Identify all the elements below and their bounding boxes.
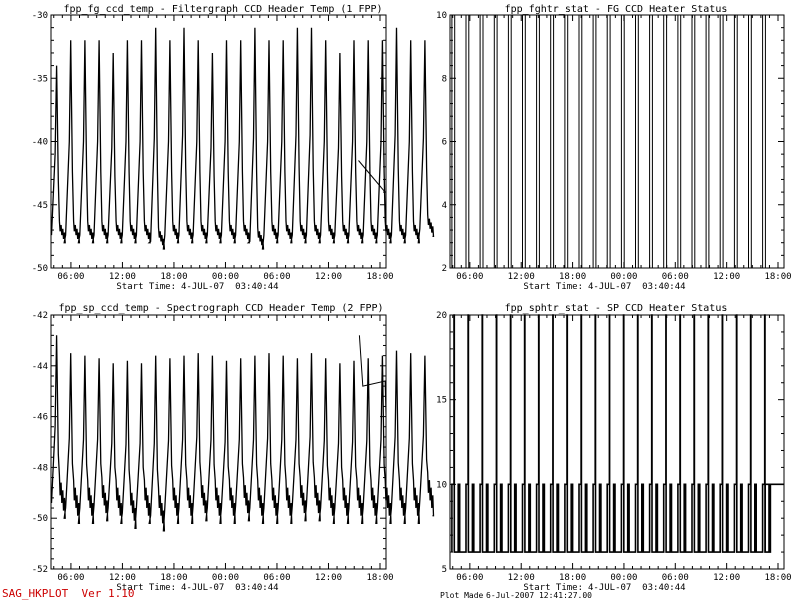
heater-status-trace	[451, 14, 766, 269]
chart-panel-fg-heater-status: fpp_fghtr_stat - FG CCD Heater Status St…	[436, 4, 791, 292]
x-tick-label: 18:00	[160, 272, 187, 282]
x-tick-label: 06:00	[57, 573, 84, 583]
y-tick-label: -40	[32, 138, 48, 148]
y-tick-label: -50	[32, 514, 48, 524]
y-tick-label: 20	[436, 311, 447, 321]
x-tick-label: 18:00	[559, 272, 586, 282]
plot-frame	[50, 314, 387, 570]
y-tick-label: 2	[442, 264, 447, 274]
chart-title: fpp_sp_ccd_temp - Spectrograph CCD Heade…	[58, 303, 383, 314]
y-tick-label: 10	[436, 11, 447, 21]
start-time-label: Start Time:	[116, 282, 176, 292]
start-time-label: Start Time:	[116, 583, 176, 593]
chart-title: fpp_fg_ccd_temp - Filtergraph CCD Header…	[63, 4, 382, 15]
y-tick-label: 5	[442, 565, 447, 575]
y-tick-label: -52	[32, 565, 48, 575]
x-tick-label: 00:00	[610, 272, 637, 282]
x-tick-label: 06:00	[263, 573, 290, 583]
heater-status-trace	[451, 314, 784, 553]
chart-panel-fg-ccd-temp: fpp_fg_ccd_temp - Filtergraph CCD Header…	[32, 4, 435, 292]
x-tick-label: 12:00	[109, 272, 136, 282]
start-time-label: Start Time:	[523, 282, 583, 292]
y-tick-label: -45	[32, 201, 48, 211]
start-time-label: Start Time:	[523, 583, 583, 593]
x-tick-label: 12:00	[508, 573, 535, 583]
x-tick-label: 18:00	[764, 573, 791, 583]
x-tick-label: 12:00	[713, 573, 740, 583]
y-tick-label: -50	[32, 264, 48, 274]
temperature-tail-segment	[358, 160, 386, 193]
x-tick-label: 18:00	[559, 573, 586, 583]
x-tick-label: 00:00	[212, 272, 239, 282]
chart-panel-sp-heater-status: fpp_sphtr_stat - SP CCD Heater Status St…	[436, 303, 791, 593]
x-tick-label: 18:00	[366, 573, 393, 583]
y-tick-label: -30	[32, 11, 48, 21]
y-tick-label: 8	[442, 74, 447, 84]
x-tick-label: 12:00	[713, 272, 740, 282]
x-tick-label: 00:00	[610, 573, 637, 583]
chart-title: fpp_sphtr_stat - SP CCD Heater Status	[505, 303, 728, 314]
y-tick-label: 6	[442, 138, 447, 148]
y-tick-label: -48	[32, 463, 48, 473]
x-tick-label: 12:00	[315, 573, 342, 583]
start-time-value: 4-JUL-07 03:40:44	[181, 282, 279, 292]
chart-title: fpp_fghtr_stat - FG CCD Heater Status	[505, 4, 728, 15]
x-tick-label: 06:00	[662, 573, 689, 583]
x-tick-label: 18:00	[366, 272, 393, 282]
temperature-tail-segment	[358, 335, 387, 417]
y-tick-label: 4	[442, 201, 447, 211]
y-tick-label: -46	[32, 413, 48, 423]
start-time-value: 4-JUL-07 03:40:44	[181, 583, 279, 593]
x-tick-label: 18:00	[160, 573, 187, 583]
start-time-value: 4-JUL-07 03:40:44	[588, 583, 686, 593]
x-tick-label: 18:00	[764, 272, 791, 282]
y-tick-label: -42	[32, 311, 48, 321]
x-tick-label: 06:00	[662, 272, 689, 282]
y-tick-label: 10	[436, 480, 447, 490]
x-tick-label: 06:00	[263, 272, 290, 282]
y-tick-label: -44	[32, 362, 48, 372]
x-tick-label: 00:00	[212, 573, 239, 583]
plot-made-value: 6-Jul-2007 12:41:27.00	[486, 591, 592, 600]
plot-made-label: Plot Made	[440, 591, 484, 600]
x-tick-label: 06:00	[57, 272, 84, 282]
x-tick-label: 06:00	[456, 573, 483, 583]
start-time-value: 4-JUL-07 03:40:44	[588, 282, 686, 292]
y-tick-label: 15	[436, 396, 447, 406]
x-tick-label: 12:00	[508, 272, 535, 282]
x-tick-label: 12:00	[109, 573, 136, 583]
plot-frame	[449, 314, 785, 570]
chart-panel-sp-ccd-temp: fpp_sp_ccd_temp - Spectrograph CCD Heade…	[32, 303, 435, 593]
y-tick-label: -35	[32, 74, 48, 84]
x-tick-label: 12:00	[315, 272, 342, 282]
temperature-trace	[50, 335, 435, 532]
x-tick-label: 06:00	[456, 272, 483, 282]
temperature-trace	[50, 27, 435, 250]
program-version-label: SAG_HKPLOT Ver 1.10	[2, 587, 134, 600]
